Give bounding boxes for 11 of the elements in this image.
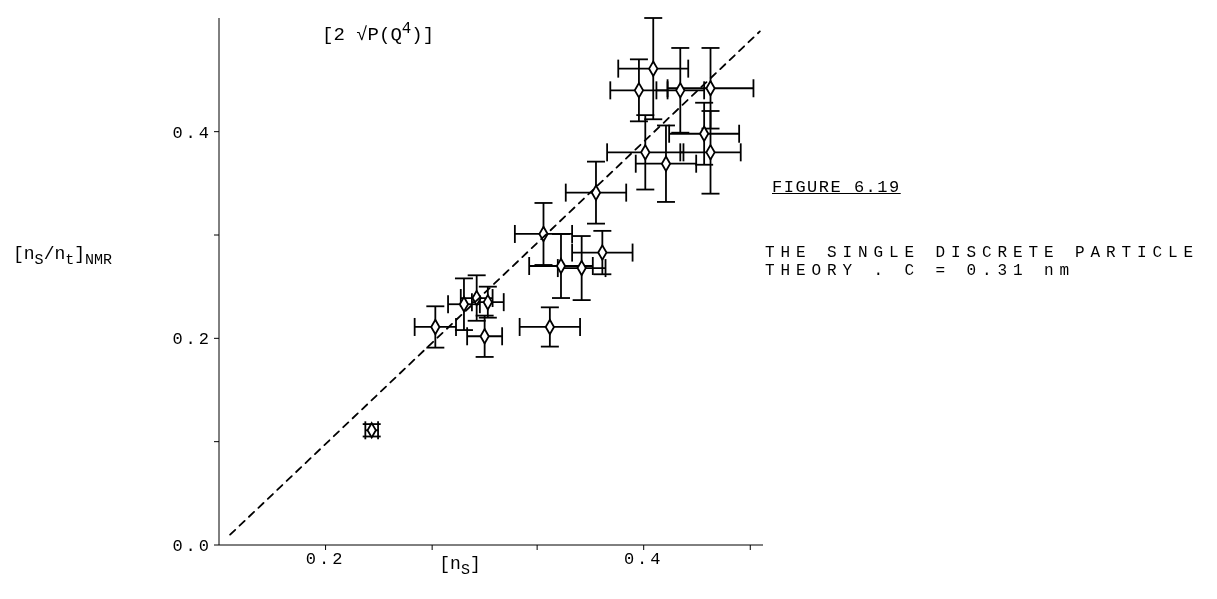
- y-axis-title: [n$_{S}$/n$_{t}$]$_{NMR}$: [13, 244, 113, 269]
- annotation: [2 √P(Q$^{4}$)]: [322, 20, 435, 47]
- y-tick-label: 0.0: [172, 537, 212, 557]
- y-tick-label: 0.4: [172, 123, 212, 143]
- y-tick-label: 0.2: [172, 330, 212, 350]
- point: [660, 155, 672, 172]
- text: THE SINGLE DISCRETE PARTICLE THEORY . C = 0.31 nm: [765, 244, 1201, 280]
- point: [590, 184, 602, 201]
- x-axis-title: [n$_{S}$]: [439, 554, 481, 579]
- text: FIGURE 6.19: [772, 178, 901, 197]
- point: [458, 296, 470, 313]
